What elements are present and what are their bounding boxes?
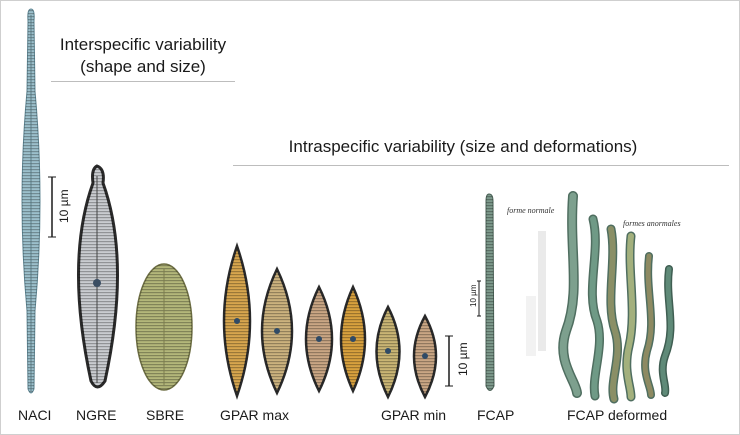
- interspecific-heading-line1: Interspecific variability: [59, 35, 227, 54]
- background-band: [526, 296, 536, 356]
- gpar-cell-4: [339, 284, 367, 394]
- label-sbre: SBRE: [146, 407, 185, 423]
- interspecific-underline: [51, 81, 235, 82]
- normal-form-annotation: forme normale: [507, 206, 555, 215]
- intraspecific-heading: Intraspecific variability (size and defo…: [288, 137, 638, 156]
- gpar-cell-5: [375, 304, 401, 400]
- fcap-deformed-cells: [558, 191, 675, 404]
- interspecific-heading-line2: (shape and size): [80, 57, 206, 76]
- gpar-cell-1: [222, 242, 252, 400]
- gpar-cell-6: [412, 313, 438, 400]
- naci-cell: [21, 8, 41, 394]
- abnormal-forms-annotation: formes anormales: [623, 219, 681, 228]
- label-fcap: FCAP: [477, 407, 515, 423]
- scale-bar-bottom-label: 10 µm: [456, 342, 470, 376]
- label-naci: NACI: [18, 407, 52, 423]
- background-band: [538, 231, 546, 351]
- scale-bar-large-label: 10 µm: [57, 189, 71, 223]
- label-fcap-deformed: FCAP deformed: [567, 407, 668, 423]
- label-gpar-max: GPAR max: [220, 407, 289, 423]
- gpar-cell-3: [304, 284, 334, 394]
- label-ngre: NGRE: [76, 407, 117, 423]
- gpar-cell-2: [260, 266, 294, 396]
- scale-bar-small-label: 10 µm: [469, 284, 478, 307]
- label-gpar-min: GPAR min: [381, 407, 447, 423]
- fcap-cell: [485, 193, 495, 391]
- ngre-cell: [76, 164, 120, 389]
- intraspecific-underline: [233, 165, 729, 166]
- sbre-cell: [135, 263, 193, 391]
